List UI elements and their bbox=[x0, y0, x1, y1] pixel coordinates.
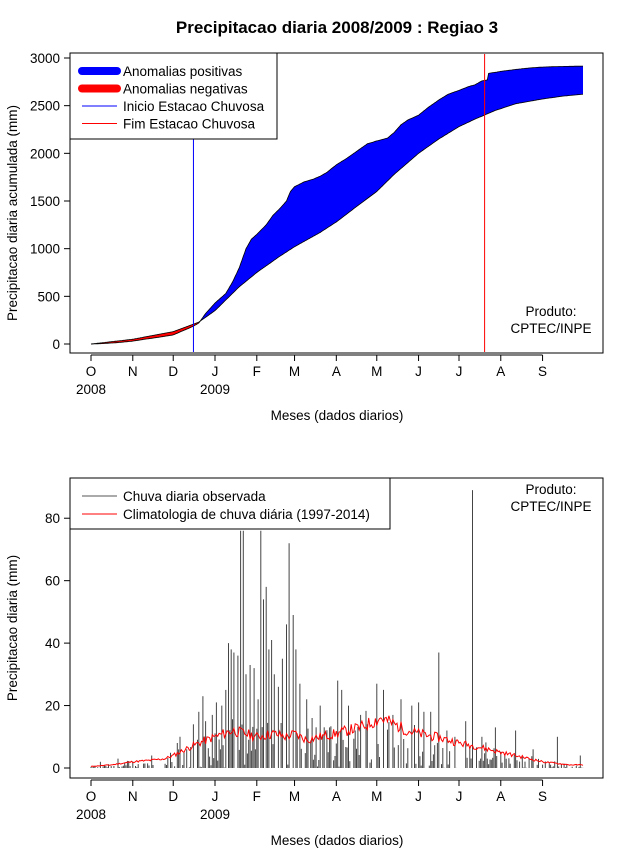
chart2-legend: Chuva diaria observada Climatologia de ch… bbox=[69, 477, 391, 530]
chart2-x-tick-label: F bbox=[253, 789, 261, 804]
chart2-xlabel: Meses (dados diarios) bbox=[271, 833, 404, 848]
climatology-accumulated-line bbox=[90, 93, 584, 345]
chart2-year-label: 2008 bbox=[76, 807, 106, 822]
chart2-y-tick-label: 80 bbox=[45, 511, 60, 526]
chart1-legend-label: Fim Estacao Chuvosa bbox=[123, 117, 256, 132]
chart2-note-line1: Produto: bbox=[525, 482, 576, 497]
chart2-legend-label: Climatologia de chuva diária (1997-2014) bbox=[123, 507, 370, 522]
chart2-x-tick-label: S bbox=[538, 789, 547, 804]
chart1-frame bbox=[69, 52, 604, 354]
chart1-y-tick-label: 2000 bbox=[30, 146, 60, 161]
chart2-y-tick-label: 0 bbox=[52, 761, 60, 776]
chart1-x-tick-label: J bbox=[456, 364, 463, 379]
chart1-note-line2: CPTEC/INPE bbox=[510, 321, 591, 336]
chart1-legend-label: Anomalias negativas bbox=[123, 82, 248, 97]
chart2-x-tick-label: A bbox=[496, 789, 505, 804]
chart1-x-tick-label: J bbox=[212, 364, 219, 379]
chart2-year-label: 2009 bbox=[200, 807, 230, 822]
chart1-y-tick-label: 1500 bbox=[30, 194, 60, 209]
chart1-y-tick-label: 0 bbox=[52, 337, 60, 352]
chart1-x-tick-label: J bbox=[415, 364, 422, 379]
chart2-x-tick-label: M bbox=[289, 789, 300, 804]
chart1-x-tick-label: A bbox=[496, 364, 505, 379]
positive-anomaly-area bbox=[198, 66, 584, 323]
observed-accumulated-line bbox=[91, 65, 583, 345]
chart1-y-tick-label: 2500 bbox=[30, 99, 60, 114]
chart1-legend: Anomalias positivas Anomalias negativas In… bbox=[69, 52, 278, 140]
chart2-note-line2: CPTEC/INPE bbox=[510, 499, 591, 514]
chart1-x-tick-label: N bbox=[128, 364, 138, 379]
chart1-x-tick-label: F bbox=[253, 364, 261, 379]
chart2-ylabel: Precipitacao diaria (mm) bbox=[5, 555, 20, 701]
chart1-y-tick-label: 3000 bbox=[30, 51, 60, 66]
chart1-xlabel: Meses (dados diarios) bbox=[271, 408, 404, 423]
chart2-y-tick-label: 60 bbox=[45, 574, 60, 589]
chart1-legend-label: Inicio Estacao Chuvosa bbox=[123, 99, 265, 114]
chart1-x-tick-label: M bbox=[289, 364, 300, 379]
chart1-x-tick-label: S bbox=[538, 364, 547, 379]
chart2-x-tick-label: O bbox=[86, 789, 97, 804]
chart1-y-tick-label: 500 bbox=[37, 289, 60, 304]
chart1-year-label: 2008 bbox=[76, 382, 106, 397]
chart1-x-tick-label: D bbox=[168, 364, 178, 379]
chart1-legend-label: Anomalias positivas bbox=[123, 64, 243, 79]
chart2-x-tick-label: M bbox=[371, 789, 382, 804]
chart2-x-tick-label: D bbox=[168, 789, 178, 804]
chart2-x-tick-label: A bbox=[332, 789, 341, 804]
chart1-note-line1: Produto: bbox=[525, 304, 576, 319]
negative-anomaly-area bbox=[91, 322, 199, 344]
chart1-y-tick-label: 1000 bbox=[30, 242, 60, 257]
climatology-daily-line bbox=[90, 715, 584, 767]
chart2-x-tick-label: N bbox=[128, 789, 138, 804]
chart1-ylabel: Precipitacao diaria acumulada (mm) bbox=[5, 105, 20, 321]
chart2-x-tick-label: J bbox=[415, 789, 422, 804]
chart2-y-tick-label: 40 bbox=[45, 636, 60, 651]
chart2-plot-area: 0 20 40 60 80 O N D J F M A M J J A S 2008 2009 bbox=[45, 490, 584, 822]
chart1-x-tick-label: O bbox=[86, 364, 97, 379]
chart2-legend-box bbox=[69, 477, 391, 530]
chart1-x-tick-label: A bbox=[332, 364, 341, 379]
chart2-x-tick-label: J bbox=[456, 789, 463, 804]
chart2-legend-label: Chuva diaria observada bbox=[123, 489, 266, 504]
chart1-x-tick-label: M bbox=[371, 364, 382, 379]
chart2-x-tick-label: J bbox=[212, 789, 219, 804]
chart2-y-tick-label: 20 bbox=[45, 699, 60, 714]
chart1-year-label: 2009 bbox=[200, 382, 230, 397]
chart1-title: Precipitacao diaria 2008/2009 : Regiao 3 bbox=[176, 18, 498, 37]
